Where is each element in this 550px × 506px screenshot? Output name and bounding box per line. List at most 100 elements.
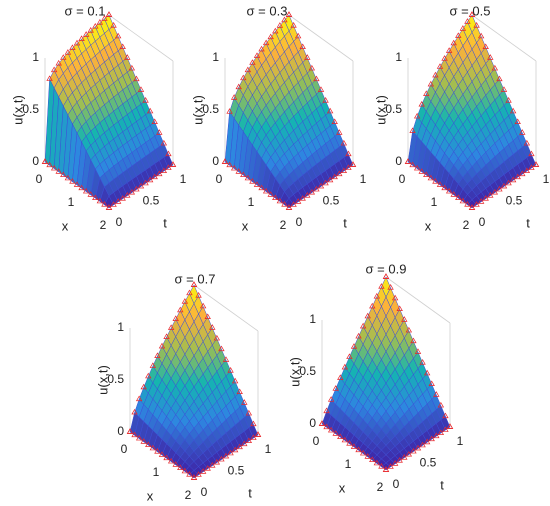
y-tick-label: 1 <box>543 172 550 186</box>
marker <box>487 54 494 60</box>
marker <box>308 188 316 195</box>
marker <box>131 408 138 415</box>
marker <box>135 434 143 441</box>
marker <box>236 443 243 450</box>
marker <box>244 174 252 181</box>
z-tick-label: 1 <box>212 50 219 64</box>
marker <box>477 32 485 39</box>
marker <box>60 171 67 177</box>
z-axis-label: u(x,t) <box>95 365 110 395</box>
marker <box>154 448 161 454</box>
marker <box>378 283 385 289</box>
z-axis-label: u(x,t) <box>287 357 302 387</box>
x-tick-label: 2 <box>280 218 287 232</box>
marker <box>267 33 274 40</box>
marker <box>213 458 221 465</box>
marker <box>326 107 334 114</box>
x-tick-label: 0 <box>216 172 223 186</box>
marker <box>464 201 471 207</box>
marker <box>410 447 417 454</box>
marker <box>349 161 357 167</box>
x-axis-label: x <box>242 218 249 233</box>
marker <box>345 164 352 170</box>
marker <box>445 47 453 53</box>
marker <box>272 27 279 34</box>
z-tick-label: 0.5 <box>107 372 124 386</box>
marker <box>387 463 394 469</box>
marker <box>258 184 265 191</box>
marker <box>78 35 85 41</box>
marker <box>41 158 49 164</box>
marker <box>519 129 526 135</box>
marker <box>281 201 288 207</box>
marker <box>149 444 157 451</box>
marker <box>231 446 239 453</box>
marker <box>355 332 362 339</box>
marker <box>350 443 358 449</box>
marker <box>253 52 261 58</box>
marker <box>213 334 221 341</box>
marker <box>163 333 170 339</box>
marker <box>304 54 311 60</box>
marker <box>437 401 445 408</box>
marker <box>337 433 344 439</box>
marker <box>409 127 416 133</box>
marker <box>114 198 122 204</box>
y-tick-label: 0.5 <box>420 456 437 470</box>
marker <box>322 179 329 186</box>
marker <box>323 407 330 414</box>
x-tick-label: 1 <box>345 457 352 471</box>
marker <box>267 191 274 197</box>
y-tick-label: 1 <box>265 442 272 456</box>
marker <box>369 456 376 462</box>
marker <box>496 185 503 192</box>
y-tick-label: 0.5 <box>323 194 340 208</box>
x-tick-label: 2 <box>185 488 192 502</box>
z-tick-label: 0 <box>32 154 39 168</box>
subplot-title: σ = 0.5 <box>450 3 491 18</box>
marker <box>131 431 138 438</box>
marker <box>345 150 352 157</box>
marker <box>69 44 76 50</box>
marker <box>455 32 462 38</box>
marker <box>341 363 349 370</box>
marker <box>101 15 108 21</box>
marker <box>199 468 207 474</box>
marker <box>436 181 444 187</box>
marker <box>322 97 329 103</box>
marker <box>294 198 302 204</box>
marker <box>340 139 348 146</box>
y-axis-label: t <box>526 215 530 230</box>
marker <box>69 178 76 184</box>
z-axis-label: u(x,t) <box>10 95 25 125</box>
marker <box>445 187 453 194</box>
marker <box>346 440 353 446</box>
marker <box>299 43 306 49</box>
marker <box>532 161 540 167</box>
marker <box>285 11 293 17</box>
marker <box>50 164 58 171</box>
marker <box>500 182 508 189</box>
marker <box>272 194 279 200</box>
marker <box>509 107 517 114</box>
marker <box>209 324 216 330</box>
marker <box>413 112 421 119</box>
marker <box>64 49 72 55</box>
marker <box>209 462 216 468</box>
marker <box>151 118 158 124</box>
marker <box>364 312 371 319</box>
marker <box>249 59 256 65</box>
marker <box>133 185 140 192</box>
z-tick-label: 0 <box>309 416 316 430</box>
marker <box>163 454 170 461</box>
z-tick-label: 0.5 <box>202 102 219 116</box>
marker <box>409 161 416 168</box>
marker <box>227 449 234 456</box>
marker <box>140 438 147 444</box>
x-axis-label: x <box>425 218 432 233</box>
y-axis-label: t <box>163 215 167 230</box>
marker <box>177 306 184 313</box>
y-tick-label: 0 <box>116 215 123 229</box>
marker <box>46 161 53 168</box>
